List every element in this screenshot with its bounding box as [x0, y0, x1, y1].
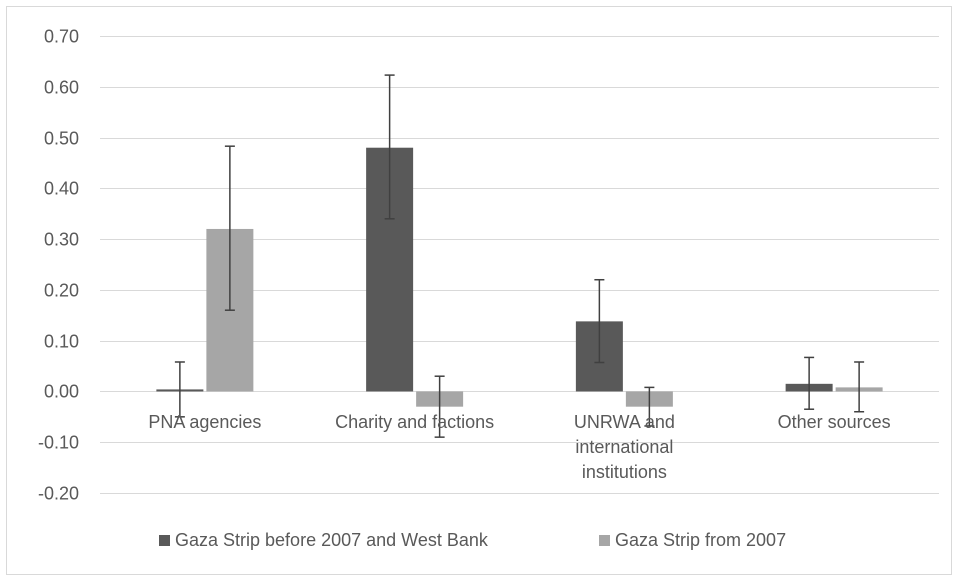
legend-label: Gaza Strip from 2007: [615, 530, 786, 550]
y-tick-label: 0.40: [44, 179, 79, 199]
chart-frame: -0.20 -0.10 0.00 0.10 0.20 0.30 0.40 0.50 0.60 0.…: [6, 6, 952, 575]
category-labels: PNA agencies Charity and factions UNRWA an…: [148, 412, 890, 482]
y-tick-label: 0.70: [44, 27, 79, 47]
category-label: Other sources: [778, 412, 891, 432]
y-tick-label: 0.00: [44, 382, 79, 402]
y-tick-label: 0.50: [44, 129, 79, 149]
y-tick-label: -0.20: [38, 484, 79, 504]
legend: Gaza Strip before 2007 and West Bank Gaza…: [159, 530, 786, 550]
bars: [156, 147, 883, 407]
y-tick-label: 0.20: [44, 281, 79, 301]
y-tick-label: 0.60: [44, 78, 79, 98]
y-axis-tick-labels: -0.20 -0.10 0.00 0.10 0.20 0.30 0.40 0.50 0.60 0.…: [38, 27, 79, 504]
legend-swatch: [159, 535, 170, 546]
y-tick-label: 0.10: [44, 332, 79, 352]
y-tick-label: 0.30: [44, 230, 79, 250]
error-bars: [174, 74, 865, 438]
chart-svg: -0.20 -0.10 0.00 0.10 0.20 0.30 0.40 0.50 0.60 0.…: [38, 27, 939, 550]
category-label: UNRWA and international institutions: [574, 412, 675, 482]
legend-swatch: [599, 535, 610, 546]
y-tick-label: -0.10: [38, 433, 79, 453]
legend-label: Gaza Strip before 2007 and West Bank: [175, 530, 489, 550]
category-label: PNA agencies: [148, 412, 261, 432]
category-label: Charity and factions: [335, 412, 494, 432]
